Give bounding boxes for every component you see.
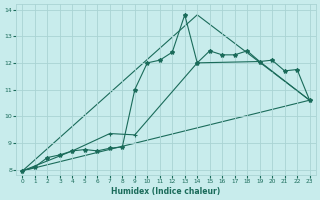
X-axis label: Humidex (Indice chaleur): Humidex (Indice chaleur)	[111, 187, 221, 196]
